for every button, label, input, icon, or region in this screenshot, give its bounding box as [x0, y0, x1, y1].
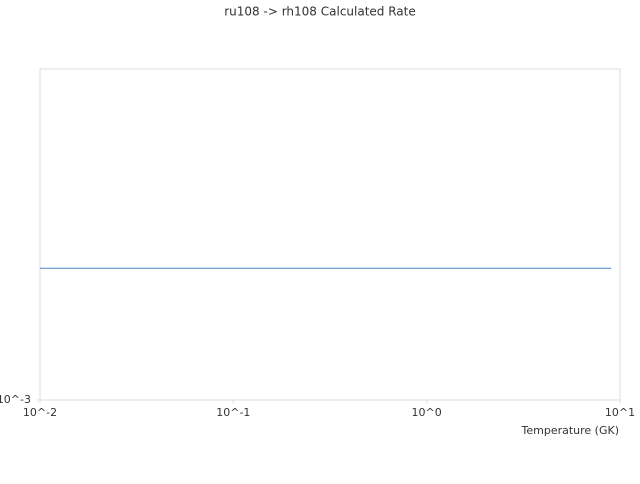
chart-title: ru108 -> rh108 Calculated Rate [224, 5, 416, 19]
y-tick-label: 10^-3 [0, 393, 31, 406]
plot-area [39, 68, 621, 401]
x-tick-label: 10^-2 [23, 406, 57, 419]
x-tick-label: 10^1 [605, 406, 635, 419]
x-tick-label: 10^0 [412, 406, 442, 419]
x-tick-label: 10^-1 [216, 406, 250, 419]
x-axis-label: Temperature (GK) [521, 424, 620, 437]
